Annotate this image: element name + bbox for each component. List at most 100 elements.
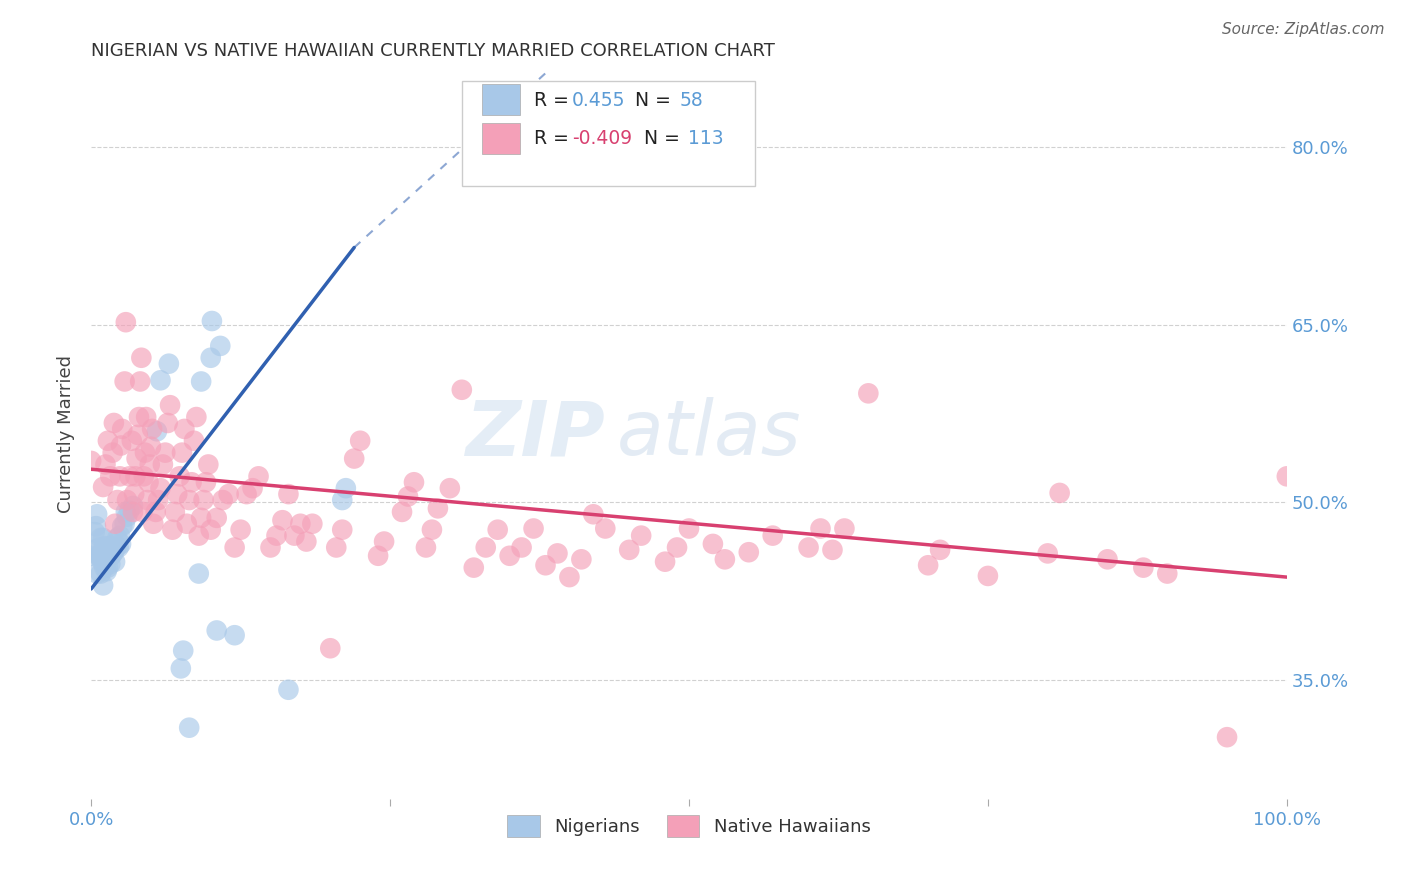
Point bbox=[86, 508, 108, 522]
Point bbox=[474, 541, 496, 555]
Point bbox=[714, 552, 737, 566]
Point bbox=[325, 541, 347, 555]
Point bbox=[135, 410, 157, 425]
Point bbox=[93, 560, 115, 574]
Text: N =: N = bbox=[636, 91, 678, 110]
Text: R =: R = bbox=[533, 129, 575, 148]
Point bbox=[235, 487, 257, 501]
Point bbox=[183, 434, 205, 448]
Point bbox=[145, 505, 167, 519]
Point bbox=[90, 566, 112, 581]
Point bbox=[571, 552, 593, 566]
Point bbox=[132, 469, 155, 483]
Point bbox=[159, 398, 181, 412]
Point bbox=[200, 351, 222, 365]
Point bbox=[439, 481, 461, 495]
Point bbox=[197, 458, 219, 472]
Text: 58: 58 bbox=[679, 91, 703, 110]
Point bbox=[152, 458, 174, 472]
Point bbox=[93, 551, 115, 566]
Point bbox=[103, 545, 125, 559]
Point bbox=[654, 555, 676, 569]
Point bbox=[104, 555, 127, 569]
Point bbox=[90, 531, 112, 545]
Point bbox=[98, 557, 121, 571]
Point bbox=[83, 524, 105, 539]
Point bbox=[367, 549, 389, 563]
Point bbox=[149, 481, 172, 495]
Point bbox=[118, 469, 141, 483]
Point bbox=[330, 523, 353, 537]
Point bbox=[104, 516, 127, 531]
Point bbox=[762, 528, 785, 542]
Point bbox=[156, 416, 179, 430]
Point bbox=[402, 475, 425, 490]
Point bbox=[420, 523, 443, 537]
Point bbox=[146, 493, 169, 508]
Point bbox=[122, 487, 145, 501]
Point bbox=[89, 549, 111, 563]
Point bbox=[301, 516, 323, 531]
Point bbox=[229, 523, 252, 537]
Point bbox=[121, 434, 143, 448]
Point bbox=[134, 445, 156, 459]
Point bbox=[97, 549, 120, 563]
Point bbox=[546, 546, 568, 560]
FancyBboxPatch shape bbox=[482, 123, 520, 153]
Point bbox=[977, 569, 1000, 583]
Point bbox=[917, 558, 939, 573]
Point bbox=[91, 531, 114, 545]
Point bbox=[510, 541, 533, 555]
Point bbox=[187, 566, 209, 581]
Point bbox=[486, 523, 509, 537]
Point bbox=[105, 541, 128, 555]
Point bbox=[738, 545, 761, 559]
Point bbox=[91, 542, 114, 557]
Point bbox=[319, 641, 342, 656]
Point bbox=[114, 505, 136, 519]
Point bbox=[91, 480, 114, 494]
Point bbox=[166, 487, 188, 501]
Point bbox=[187, 528, 209, 542]
Point bbox=[110, 438, 132, 452]
Point bbox=[534, 558, 557, 573]
Text: -0.409: -0.409 bbox=[572, 129, 631, 148]
Point bbox=[100, 549, 122, 563]
Point bbox=[115, 509, 138, 524]
Point bbox=[266, 528, 288, 542]
Point bbox=[330, 493, 353, 508]
Point bbox=[97, 434, 120, 448]
Point bbox=[169, 469, 191, 483]
Point bbox=[180, 475, 202, 490]
Point bbox=[128, 410, 150, 425]
Point bbox=[98, 469, 121, 483]
Point bbox=[1156, 566, 1178, 581]
Point bbox=[821, 542, 844, 557]
Point bbox=[97, 560, 120, 574]
Point bbox=[125, 451, 148, 466]
Point bbox=[157, 357, 180, 371]
Point bbox=[90, 555, 112, 569]
Point bbox=[115, 493, 138, 508]
Point bbox=[201, 314, 224, 328]
Point bbox=[343, 451, 366, 466]
Point bbox=[122, 505, 145, 519]
Point bbox=[498, 549, 520, 563]
Point bbox=[224, 628, 246, 642]
Point bbox=[129, 375, 152, 389]
Point bbox=[205, 624, 228, 638]
Point bbox=[101, 541, 124, 555]
Point bbox=[108, 469, 131, 483]
Point bbox=[149, 373, 172, 387]
Point bbox=[111, 519, 134, 533]
Point bbox=[84, 519, 107, 533]
Point bbox=[124, 469, 146, 483]
Point bbox=[290, 516, 312, 531]
Point bbox=[111, 422, 134, 436]
Point bbox=[190, 511, 212, 525]
Text: 113: 113 bbox=[688, 129, 724, 148]
Point bbox=[1132, 560, 1154, 574]
Point bbox=[415, 541, 437, 555]
Point bbox=[87, 549, 110, 563]
Point bbox=[678, 521, 700, 535]
